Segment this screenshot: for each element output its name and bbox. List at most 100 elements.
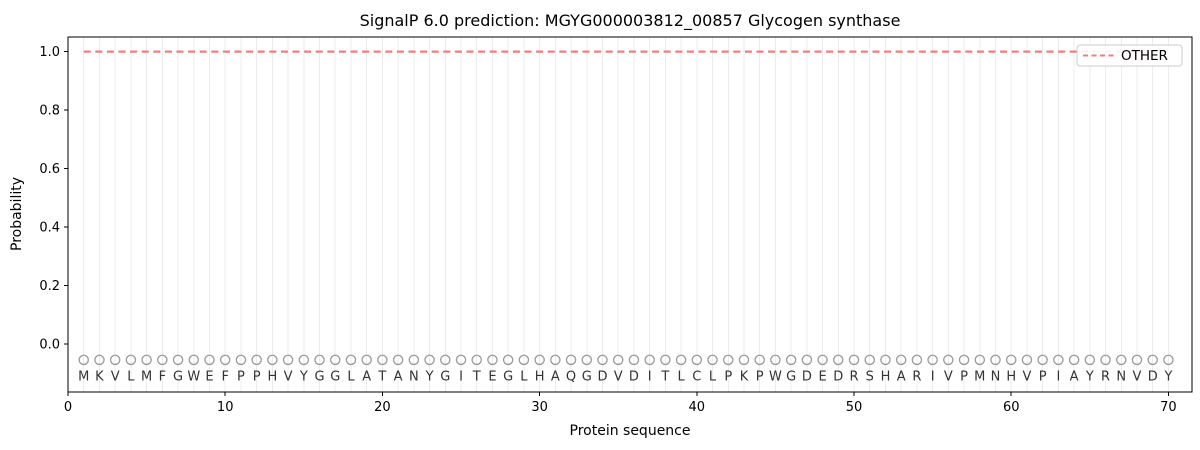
residue-marker — [282, 354, 294, 366]
sequence-markers — [78, 354, 1174, 366]
residue-marker — [1163, 354, 1174, 366]
residue-letter: Q — [566, 369, 576, 384]
residue-marker — [911, 354, 923, 366]
residue-marker — [78, 354, 89, 366]
residue-letter: H — [1006, 369, 1016, 384]
residue-marker — [801, 354, 813, 366]
residue-marker — [392, 354, 404, 366]
residue-marker — [770, 354, 781, 366]
residue-marker — [833, 354, 844, 366]
residue-letter: A — [897, 369, 906, 384]
residue-letter: K — [95, 369, 104, 384]
residue-letter: V — [111, 369, 120, 384]
residue-letter: W — [769, 369, 782, 384]
x-axis-label: Protein sequence — [569, 423, 691, 439]
x-tick-label: 40 — [689, 400, 706, 415]
residue-marker — [172, 354, 184, 366]
residue-letter: H — [267, 369, 277, 384]
residue-letter: P — [756, 369, 764, 384]
residue-letter: P — [1039, 369, 1047, 384]
residue-marker — [235, 354, 247, 366]
residue-letter: C — [692, 369, 701, 384]
residue-marker — [707, 354, 718, 366]
residue-letter: P — [724, 369, 732, 384]
residue-letter: N — [409, 369, 419, 384]
legend: OTHER — [1076, 44, 1183, 67]
y-tick-label: 0.4 — [39, 220, 60, 235]
residue-letter: M — [78, 369, 89, 384]
residue-letter: D — [1148, 369, 1158, 384]
residue-marker — [1068, 354, 1080, 366]
residue-letter: L — [709, 369, 717, 384]
y-tick-label: 1.0 — [39, 45, 60, 60]
residue-letter: A — [362, 369, 371, 384]
legend-entry-label: OTHER — [1121, 48, 1168, 64]
residue-marker — [487, 354, 498, 366]
residue-marker — [785, 354, 797, 366]
residue-marker — [377, 354, 388, 366]
x-tick-label: 50 — [846, 400, 863, 415]
residue-marker — [408, 354, 420, 366]
residue-marker — [612, 354, 624, 366]
residue-marker — [440, 354, 451, 366]
residue-marker — [534, 354, 545, 366]
residue-letter: G — [173, 369, 183, 384]
residue-marker — [188, 354, 200, 366]
x-tick-label: 30 — [531, 400, 548, 415]
residue-marker — [660, 354, 671, 366]
residue-marker — [1021, 354, 1033, 366]
residue-letter: T — [660, 369, 669, 384]
residue-marker — [471, 354, 482, 366]
residue-letter: G — [503, 369, 513, 384]
residue-letter: I — [931, 369, 935, 384]
legend-box — [1076, 44, 1183, 67]
residue-letter: L — [347, 369, 355, 384]
y-tick-label: 0.6 — [39, 162, 60, 177]
residue-letter: A — [551, 369, 560, 384]
residue-marker — [125, 354, 137, 366]
residue-marker — [723, 354, 734, 366]
residue-marker — [424, 354, 435, 366]
residue-letter: A — [394, 369, 403, 384]
residue-letter: H — [535, 369, 545, 384]
residue-marker — [1053, 354, 1064, 366]
residue-letter: A — [1070, 369, 1079, 384]
residue-marker — [943, 354, 954, 366]
residue-letter: Y — [299, 369, 308, 384]
residue-letter: M — [974, 369, 985, 384]
residue-letter: V — [944, 369, 953, 384]
gridlines — [83, 37, 1169, 392]
residue-letter: L — [520, 369, 528, 384]
y-axis-ticks: 0.0 0.2 0.4 0.6 0.8 1.0 — [39, 45, 68, 352]
residue-marker — [1084, 354, 1096, 366]
residue-marker — [1116, 354, 1127, 366]
residue-marker — [817, 354, 828, 366]
plot-frame — [67, 36, 1193, 393]
residue-letter: G — [786, 369, 796, 384]
residue-marker — [109, 354, 121, 366]
residue-marker — [1005, 354, 1017, 366]
residue-letter: Y — [1163, 369, 1172, 384]
residue-marker — [94, 354, 105, 366]
residue-marker — [1100, 354, 1111, 366]
residue-letter: Y — [425, 369, 434, 384]
residue-letter: V — [614, 369, 623, 384]
residue-marker — [927, 354, 938, 366]
residue-letter: D — [833, 369, 843, 384]
residue-marker — [581, 354, 593, 366]
residue-letter: V — [284, 369, 293, 384]
residue-letter: P — [253, 369, 261, 384]
residue-letter: M — [141, 369, 152, 384]
residue-marker — [219, 354, 231, 366]
residue-marker — [455, 354, 467, 366]
y-tick-label: 0.0 — [39, 337, 60, 352]
residue-letter: T — [472, 369, 481, 384]
residue-marker — [848, 354, 860, 366]
residue-letter: I — [459, 369, 463, 384]
residue-marker — [990, 354, 1001, 366]
residue-letter: H — [881, 369, 891, 384]
residue-marker — [314, 354, 325, 366]
residue-letter: I — [648, 369, 652, 384]
